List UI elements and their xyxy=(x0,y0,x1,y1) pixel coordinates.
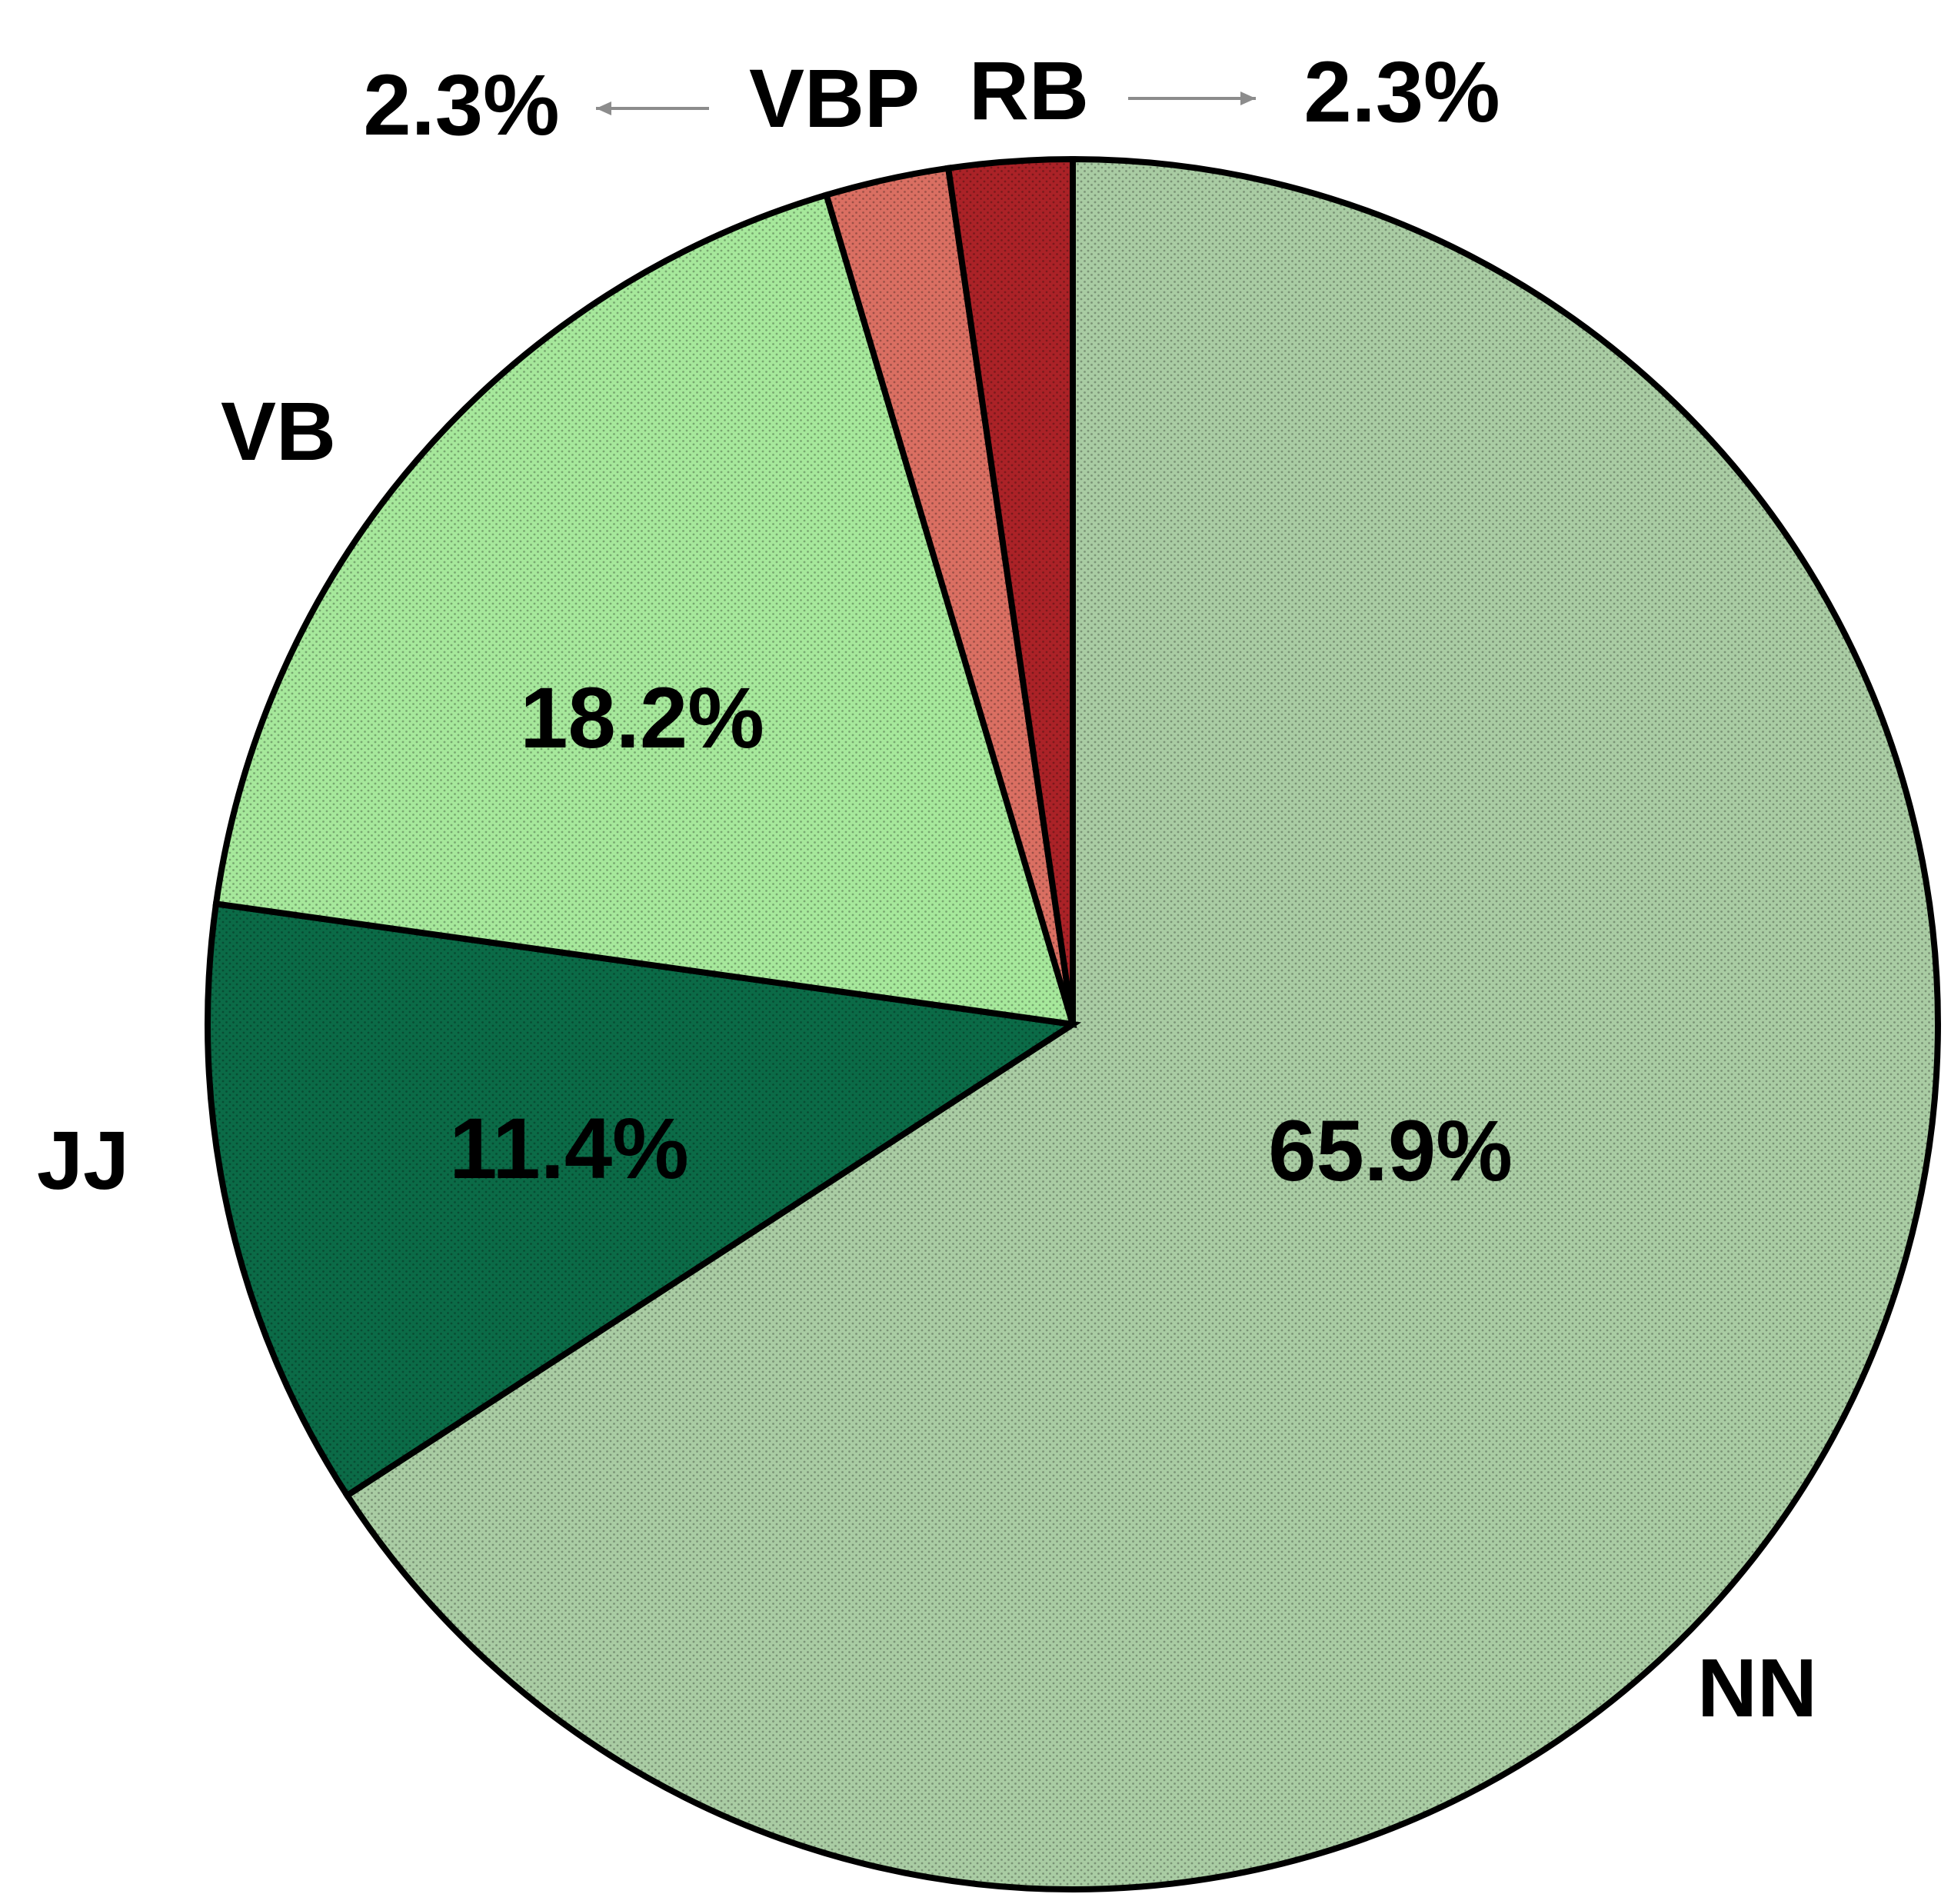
value-label-rb: 2.3% xyxy=(1303,44,1500,140)
slice-texture-nn xyxy=(342,155,1941,1892)
leader-arrows xyxy=(596,92,1256,115)
value-label-nn: 65.9% xyxy=(1268,1103,1513,1199)
pie-slices xyxy=(205,155,1941,1892)
arrow-head-vbp xyxy=(596,102,611,115)
value-label-jj: 11.4% xyxy=(449,1100,688,1197)
category-label-vbp: VBP xyxy=(749,52,920,145)
category-label-rb: RB xyxy=(969,44,1089,137)
slice-texture-vb xyxy=(212,191,1077,1028)
slice-texture-rb xyxy=(944,155,1076,1025)
value-label-vbp: 2.3% xyxy=(363,57,559,153)
arrow-head-rb xyxy=(1240,92,1256,105)
category-label-vb: VB xyxy=(221,384,336,478)
value-label-vb: 18.2% xyxy=(520,670,764,766)
pie-labels: NN 65.9% JJ 11.4% VB 18.2% VBP 2.3% RB 2.3% xyxy=(37,44,1817,1734)
slice-texture-jj xyxy=(205,900,1082,1500)
category-label-jj: JJ xyxy=(37,1113,129,1207)
category-label-nn: NN xyxy=(1697,1641,1817,1734)
